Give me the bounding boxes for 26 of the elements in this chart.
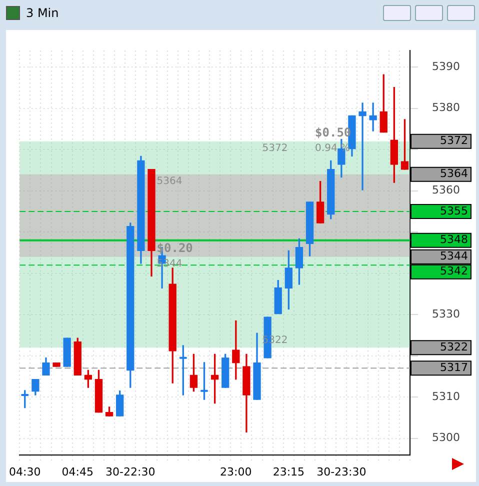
y-tick-label: 5360 xyxy=(432,184,460,197)
x-tick-label: 23:15 xyxy=(272,465,305,478)
annotation: 5364 xyxy=(156,176,182,187)
text: 5364 xyxy=(440,167,468,180)
y-tick-label: 5390 xyxy=(432,60,460,73)
y-tick-label: 5300 xyxy=(432,431,460,444)
ref-line-label: 5342 xyxy=(440,264,468,278)
x-tick-label: 04:45 xyxy=(62,465,94,478)
y-tick-label: 5330 xyxy=(432,307,460,320)
x-tick-label: 04:30 xyxy=(9,465,41,478)
y-tick-label: 5310 xyxy=(432,390,460,403)
x-tick-label: 30-22:30 xyxy=(106,465,156,478)
text: 5344 xyxy=(440,250,468,263)
y-tick-label: 5380 xyxy=(432,101,460,114)
chart-title: 3 Min xyxy=(26,6,59,20)
candlestick xyxy=(369,102,377,132)
ref-line-label: 5317 xyxy=(440,361,468,374)
x-tick-label: 30-23:30 xyxy=(316,465,366,478)
text: 5372 xyxy=(440,134,468,148)
ref-line-label: 5348 xyxy=(440,233,468,246)
candlestick xyxy=(358,102,366,190)
ref-line-label: 5355 xyxy=(440,204,468,218)
x-tick-label: 23:00 xyxy=(220,465,252,478)
text: 5322 xyxy=(440,340,468,354)
annotation: $0.20 xyxy=(156,240,193,255)
annotation: 5372 xyxy=(262,142,288,154)
